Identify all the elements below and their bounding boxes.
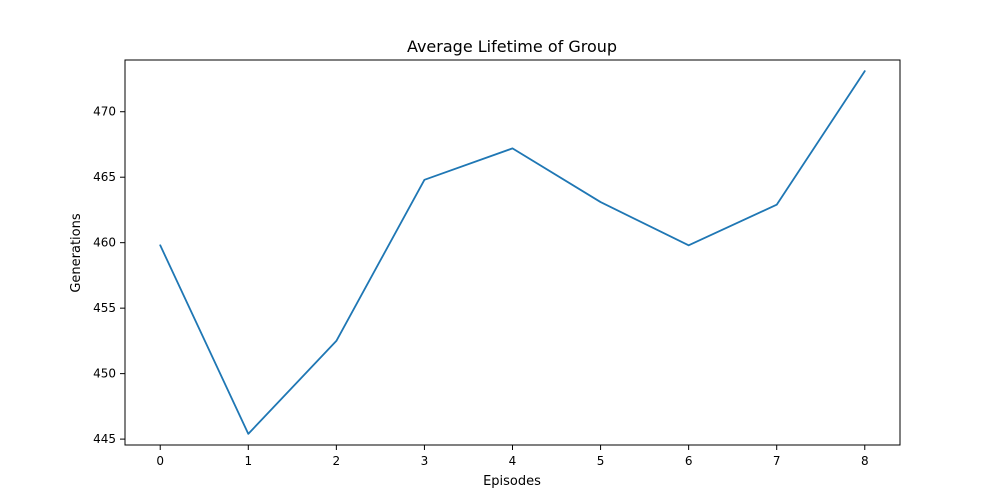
x-tick-label: 7 bbox=[773, 454, 781, 468]
y-tick-label: 445 bbox=[93, 432, 116, 446]
x-tick-label: 1 bbox=[244, 454, 252, 468]
x-axis: 0 1 2 3 4 5 6 7 8 bbox=[156, 445, 869, 468]
x-tick-label: 2 bbox=[333, 454, 341, 468]
x-tick-label: 4 bbox=[509, 454, 517, 468]
y-tick-label: 465 bbox=[93, 170, 116, 184]
y-axis: 445 450 455 460 465 470 bbox=[93, 105, 125, 446]
x-axis-label: Episodes bbox=[483, 474, 541, 489]
y-tick-label: 460 bbox=[93, 236, 116, 250]
y-tick-label: 455 bbox=[93, 301, 116, 315]
y-tick-label: 450 bbox=[93, 367, 116, 381]
x-tick-label: 0 bbox=[156, 454, 164, 468]
x-tick-label: 3 bbox=[421, 454, 429, 468]
plot-frame bbox=[124, 59, 901, 446]
y-axis-label: Generations bbox=[69, 213, 84, 293]
x-tick-label: 5 bbox=[597, 454, 605, 468]
x-tick-label: 6 bbox=[685, 454, 693, 468]
series-line bbox=[159, 70, 866, 435]
y-tick-label: 470 bbox=[93, 105, 116, 119]
x-tick-label: 8 bbox=[861, 454, 869, 468]
chart-title: Average Lifetime of Group bbox=[407, 37, 617, 56]
